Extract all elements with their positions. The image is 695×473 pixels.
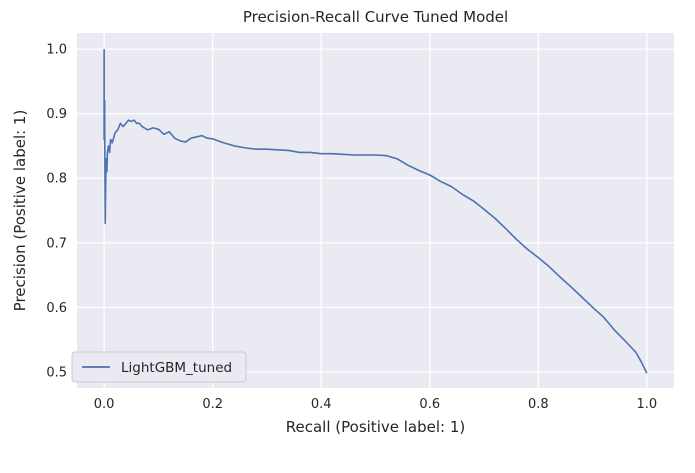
legend: LightGBM_tuned xyxy=(71,351,247,383)
y-tick-label: 0.8 xyxy=(46,172,67,187)
y-tick-labels: 0.5 0.6 0.7 0.8 0.9 1.0 xyxy=(46,43,67,381)
y-tick-label: 1.0 xyxy=(46,43,67,58)
y-tick-label: 0.5 xyxy=(46,365,67,380)
x-axis-label: Recall (Positive label: 1) xyxy=(286,418,465,436)
y-tick-label: 0.7 xyxy=(46,236,67,251)
chart-title: Precision-Recall Curve Tuned Model xyxy=(243,8,508,26)
x-tick-label: 0.8 xyxy=(528,397,549,412)
plot-area xyxy=(77,33,674,388)
y-axis-label: Precision (Positive label: 1) xyxy=(11,110,29,312)
legend-box xyxy=(71,351,247,383)
y-tick-label: 0.9 xyxy=(46,107,67,122)
x-tick-label: 0.2 xyxy=(202,397,223,412)
x-tick-label: 0.0 xyxy=(94,397,115,412)
x-tick-label: 0.4 xyxy=(311,397,332,412)
x-tick-label: 1.0 xyxy=(637,397,658,412)
x-tick-labels: 0.0 0.2 0.4 0.6 0.8 1.0 xyxy=(94,397,657,412)
x-tick-label: 0.6 xyxy=(419,397,440,412)
series-line-lightgbm-tuned xyxy=(103,49,648,374)
legend-label: LightGBM_tuned xyxy=(121,360,232,376)
y-tick-label: 0.6 xyxy=(46,301,67,316)
